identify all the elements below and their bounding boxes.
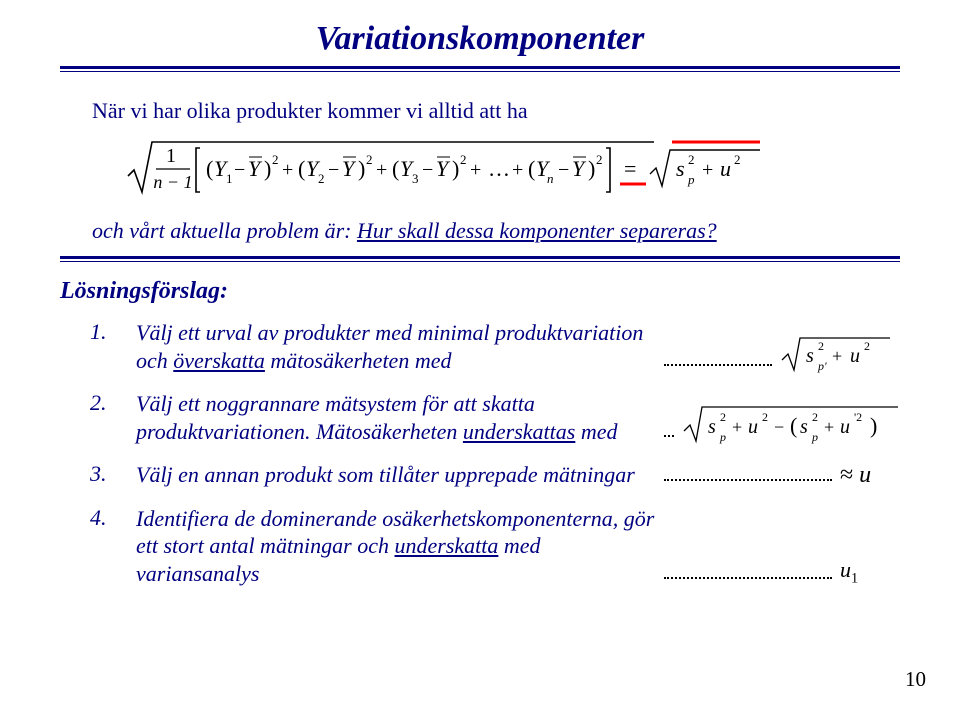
step-text: Välj en annan produkt som tillåter uppre… <box>136 461 656 489</box>
svg-text:+: + <box>376 159 387 181</box>
svg-text:n: n <box>547 171 554 186</box>
svg-text:'2: '2 <box>854 410 862 424</box>
step-text: Välj ett urval av produkter med minimal … <box>136 319 656 374</box>
step-rhs: u1 <box>840 557 900 587</box>
svg-text:(: ( <box>298 156 305 181</box>
svg-text:2: 2 <box>272 152 279 167</box>
list-item: 4. Identifiera de dominerande osäkerhets… <box>60 505 900 588</box>
svg-text:+: + <box>702 159 713 181</box>
svg-text:s: s <box>800 416 808 438</box>
svg-text:+: + <box>282 159 293 181</box>
svg-text:n − 1: n − 1 <box>153 172 192 192</box>
step-text: Välj ett noggrannare mätsystem för att s… <box>136 390 656 445</box>
svg-text:(: ( <box>790 413 797 438</box>
svg-text:p: p <box>719 430 726 444</box>
svg-text:Y: Y <box>572 156 587 181</box>
svg-text:2: 2 <box>762 410 768 424</box>
svg-text:…: … <box>488 156 510 181</box>
svg-text:2: 2 <box>318 171 325 186</box>
svg-text:u: u <box>850 345 860 367</box>
svg-text:−: − <box>328 159 339 181</box>
list-item: 1. Välj ett urval av produkter med minim… <box>60 319 900 374</box>
svg-text:−: − <box>234 159 245 181</box>
step-number: 4. <box>60 505 136 531</box>
svg-text:): ) <box>264 156 271 181</box>
svg-text:u: u <box>748 416 758 438</box>
svg-text:(: ( <box>206 156 213 181</box>
svg-text:): ) <box>588 156 595 181</box>
step-rhs: s 2 p + u 2 − ( s 2 p + u '2 ) <box>682 403 900 445</box>
svg-text:p': p' <box>817 359 827 373</box>
intro-text: När vi har olika produkter kommer vi all… <box>92 98 900 124</box>
step-rhs: ≈ u <box>840 462 900 489</box>
svg-text:+: + <box>832 346 842 366</box>
step-text: Identifiera de dominerande osäkerhetskom… <box>136 505 656 588</box>
svg-text:2: 2 <box>366 152 373 167</box>
svg-text:2: 2 <box>688 152 695 167</box>
svg-text:2: 2 <box>720 410 726 424</box>
solution-heading: Lösningsförslag: <box>60 278 900 305</box>
list-item: 2. Välj ett noggrannare mätsystem för at… <box>60 390 900 445</box>
svg-text:u: u <box>840 416 850 438</box>
svg-text:s: s <box>676 156 685 181</box>
svg-text:): ) <box>452 156 459 181</box>
outro-text: och vårt aktuella problem är: Hur skall … <box>92 218 900 244</box>
list-item: 3. Välj en annan produkt som tillåter up… <box>60 461 900 489</box>
svg-text:2: 2 <box>812 410 818 424</box>
svg-text:1: 1 <box>166 145 176 167</box>
page-title: Variationskomponenter <box>316 20 645 57</box>
dots <box>664 363 772 366</box>
svg-text:2: 2 <box>596 152 603 167</box>
svg-text:+: + <box>470 159 481 181</box>
svg-text:+: + <box>824 417 834 437</box>
svg-text:p: p <box>811 430 818 444</box>
svg-text:2: 2 <box>818 339 824 353</box>
svg-text:2: 2 <box>460 152 467 167</box>
svg-text:2: 2 <box>864 339 870 353</box>
svg-text:p: p <box>687 172 695 187</box>
svg-text:2: 2 <box>734 152 741 167</box>
svg-text:1: 1 <box>226 171 233 186</box>
step-number: 3. <box>60 461 136 487</box>
svg-text:Y: Y <box>248 156 263 181</box>
svg-text:+: + <box>732 417 742 437</box>
svg-text:3: 3 <box>412 171 419 186</box>
svg-text:s: s <box>806 345 814 367</box>
main-formula: 1 n − 1 ( Y 1 − Y ) 2 + ( Y 2 − Y ) 2 + <box>126 136 900 202</box>
svg-text:): ) <box>358 156 365 181</box>
svg-text:−: − <box>558 159 569 181</box>
svg-text:(: ( <box>392 156 399 181</box>
step-number: 2. <box>60 390 136 416</box>
rule-thin-mid <box>60 261 900 262</box>
rule-thick-mid <box>60 256 900 259</box>
rule-thin-top <box>60 71 900 72</box>
svg-text:Y: Y <box>342 156 357 181</box>
svg-text:−: − <box>422 159 433 181</box>
svg-text:−: − <box>774 417 784 437</box>
svg-text:(: ( <box>528 156 535 181</box>
rule-thick-top <box>60 66 900 69</box>
step-number: 1. <box>60 319 136 345</box>
svg-text:=: = <box>624 156 636 181</box>
svg-text:+: + <box>512 159 523 181</box>
svg-text:Y: Y <box>436 156 451 181</box>
dots <box>664 434 674 437</box>
svg-text:): ) <box>870 413 877 438</box>
page-number: 10 <box>905 667 926 692</box>
svg-text:s: s <box>708 416 716 438</box>
dots <box>664 576 832 579</box>
svg-text:u: u <box>720 156 731 181</box>
dots <box>664 478 832 481</box>
step-rhs: s 2 p' + u 2 <box>780 334 900 374</box>
